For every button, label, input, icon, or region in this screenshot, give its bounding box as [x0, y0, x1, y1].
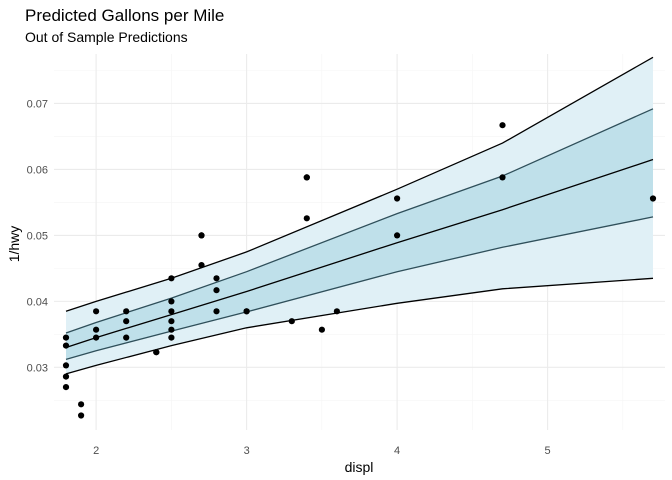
inner-prediction-band — [66, 108, 653, 360]
data-point — [213, 287, 220, 294]
y-tick-label: 0.03 — [27, 362, 48, 374]
data-point — [213, 308, 220, 315]
data-point — [213, 275, 220, 282]
data-point — [123, 308, 130, 315]
data-point — [318, 326, 325, 333]
x-tick-label: 4 — [394, 445, 400, 457]
outer-lower-line — [65, 277, 654, 375]
data-point — [123, 318, 130, 325]
data-point — [123, 334, 130, 341]
data-point — [649, 195, 657, 202]
data-point — [499, 122, 506, 129]
chart-subtitle: Out of Sample Predictions — [25, 29, 188, 45]
outer-upper-line — [65, 56, 654, 312]
prediction-bands — [66, 57, 653, 374]
data-point — [168, 298, 175, 305]
data-point — [168, 318, 175, 325]
data-point — [62, 334, 70, 341]
data-point — [394, 232, 401, 239]
data-points — [62, 122, 657, 419]
data-point — [62, 384, 70, 391]
data-point — [62, 342, 70, 349]
data-point — [198, 262, 205, 269]
data-point — [333, 308, 340, 315]
data-point — [93, 308, 100, 315]
data-point — [62, 373, 70, 380]
data-point — [62, 362, 70, 369]
x-tick-label: 3 — [244, 445, 250, 457]
data-point — [93, 326, 100, 333]
x-tick-label: 2 — [93, 445, 99, 457]
data-point — [288, 318, 295, 325]
x-axis-title: displ — [345, 459, 374, 475]
data-point — [78, 401, 85, 408]
data-point — [78, 412, 85, 419]
x-tick-labels: 2 3 4 5 — [93, 445, 551, 457]
data-point — [168, 308, 175, 315]
data-point — [243, 308, 250, 315]
data-point — [168, 326, 175, 333]
data-point — [153, 349, 160, 356]
data-point — [303, 174, 310, 181]
data-point — [394, 195, 401, 202]
data-point — [303, 215, 310, 222]
data-point — [198, 232, 205, 239]
y-tick-label: 0.06 — [27, 164, 48, 176]
data-point — [499, 174, 506, 181]
y-tick-label: 0.04 — [27, 296, 48, 308]
data-point — [168, 334, 175, 341]
y-tick-label: 0.07 — [27, 98, 48, 110]
data-point — [93, 334, 100, 341]
y-tick-labels: 0.03 0.04 0.05 0.06 0.07 — [27, 98, 48, 374]
y-axis-title: 1/hwy — [6, 226, 22, 263]
y-tick-label: 0.05 — [27, 230, 48, 242]
chart-title: Predicted Gallons per Mile — [25, 6, 224, 25]
data-point — [168, 275, 175, 282]
x-tick-label: 5 — [545, 445, 551, 457]
